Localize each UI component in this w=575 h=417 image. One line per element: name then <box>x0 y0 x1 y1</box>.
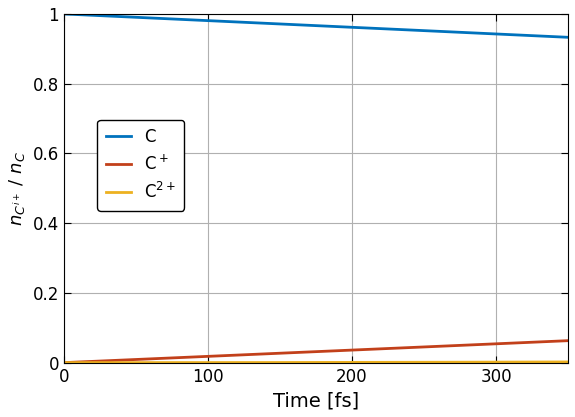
C$^{2+}$ <box>300 360 306 365</box>
C$^+$ <box>333 348 340 353</box>
Line: C$^{2+}$: C$^{2+}$ <box>64 362 568 363</box>
C <box>474 30 481 35</box>
C$^{2+}$ <box>553 359 559 364</box>
C$^+$ <box>553 339 559 344</box>
C$^{2+}$ <box>474 360 481 365</box>
Line: C: C <box>64 14 568 37</box>
C <box>303 23 310 28</box>
C$^+$ <box>300 350 306 355</box>
Line: C$^+$: C$^+$ <box>64 341 568 363</box>
C$^+$ <box>303 349 310 354</box>
Y-axis label: $n_{C^{i+}}$ / $n_C$: $n_{C^{i+}}$ / $n_C$ <box>7 151 27 226</box>
C <box>300 23 306 28</box>
C <box>553 34 559 39</box>
X-axis label: Time [fs]: Time [fs] <box>273 391 359 410</box>
Legend: C, C$^+$, C$^{2+}$: C, C$^+$, C$^{2+}$ <box>97 120 184 211</box>
C$^{2+}$ <box>333 360 340 365</box>
C$^{2+}$ <box>303 360 310 365</box>
C$^{2+}$ <box>361 360 367 365</box>
C$^+$ <box>361 347 367 352</box>
C$^+$ <box>474 342 481 347</box>
C <box>60 11 67 16</box>
C <box>361 25 367 30</box>
C <box>565 35 572 40</box>
C$^{2+}$ <box>60 360 67 365</box>
C$^{2+}$ <box>565 359 572 364</box>
C <box>333 24 340 29</box>
C$^+$ <box>60 360 67 365</box>
C$^+$ <box>565 338 572 343</box>
